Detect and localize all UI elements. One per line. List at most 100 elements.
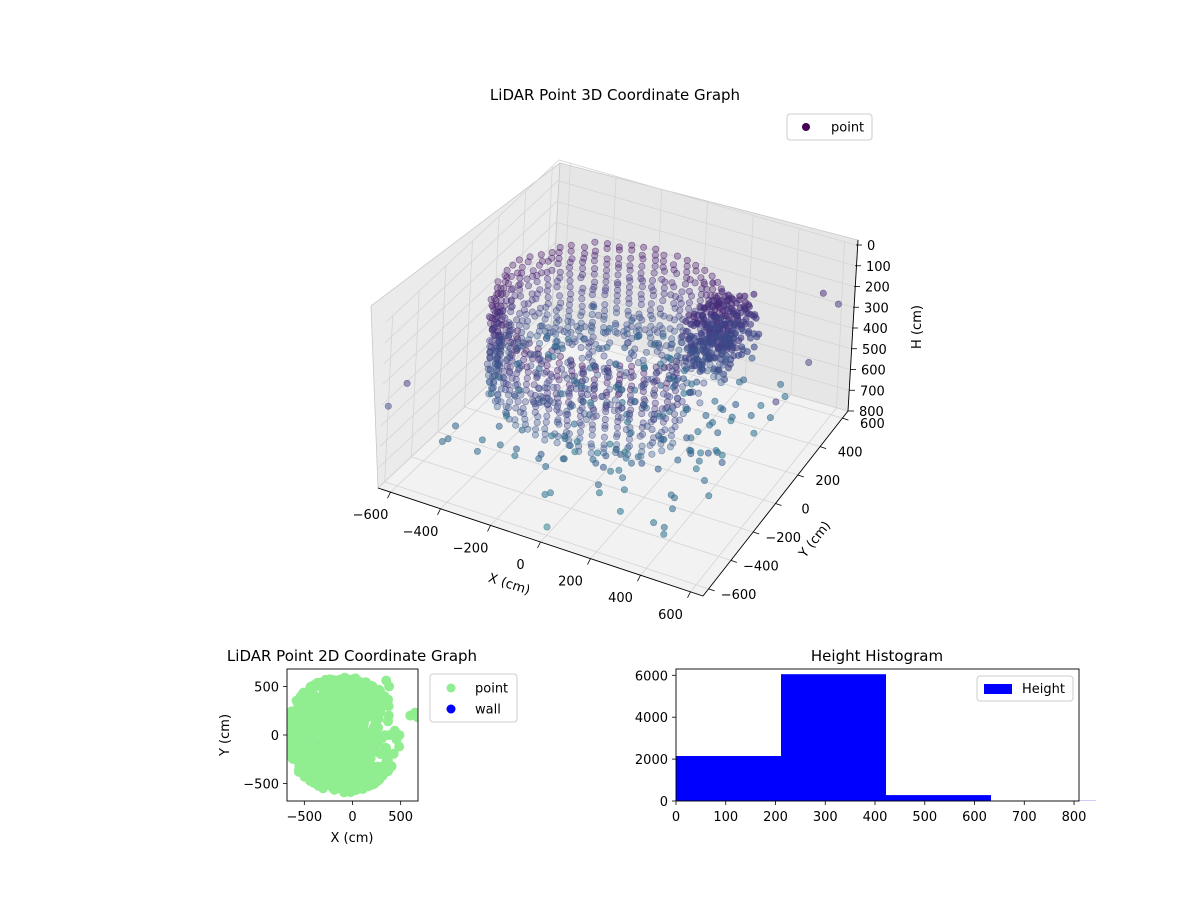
point-2d xyxy=(381,697,391,708)
grid-line-h xyxy=(384,180,856,344)
z-axis-label-3d: H (cm) xyxy=(910,305,925,349)
point-3d xyxy=(638,283,646,291)
z-tick-label-3d: 700 xyxy=(860,384,885,399)
point-3d xyxy=(577,324,585,332)
point-2d xyxy=(330,675,341,686)
point-3d xyxy=(755,330,763,338)
point-3d xyxy=(524,300,532,308)
point-3d xyxy=(697,449,705,457)
point-3d xyxy=(567,247,575,255)
point-3d xyxy=(766,414,774,422)
histogram-title: Height Histogram xyxy=(811,647,943,665)
point-3d xyxy=(585,411,593,419)
point-3d xyxy=(638,410,646,418)
point-2d xyxy=(298,687,309,698)
point-3d xyxy=(680,367,688,375)
x-tick-label-2d: 500 xyxy=(388,810,413,825)
point-3d xyxy=(606,324,614,332)
point-3d xyxy=(709,297,717,305)
point-3d xyxy=(576,406,584,414)
point-2d xyxy=(350,712,361,723)
point-3d xyxy=(613,430,621,438)
point-3d xyxy=(646,334,654,342)
point-3d xyxy=(670,327,678,335)
point-3d xyxy=(709,285,717,293)
point-3d xyxy=(628,246,636,254)
point-3d xyxy=(696,303,704,311)
point-3d xyxy=(588,310,596,318)
point-3d xyxy=(578,295,586,303)
point-3d xyxy=(504,332,512,340)
point-3d xyxy=(486,365,494,373)
point-3d xyxy=(605,373,613,381)
point-3d xyxy=(600,352,608,360)
point-3d xyxy=(687,434,695,442)
point-3d xyxy=(714,429,722,437)
point-3d xyxy=(577,274,585,282)
point-3d xyxy=(616,365,624,373)
x-tick-label-3d: −600 xyxy=(353,508,389,523)
grid-line-h xyxy=(382,221,854,385)
point-3d xyxy=(563,422,571,430)
point-3d xyxy=(718,458,726,466)
point-3d xyxy=(732,299,740,307)
point-3d xyxy=(625,299,633,307)
point-3d xyxy=(561,435,569,443)
point-3d xyxy=(637,269,645,277)
point-3d xyxy=(601,415,609,423)
histogram-bar xyxy=(676,756,781,801)
point-3d xyxy=(669,383,677,391)
point-3d xyxy=(667,432,675,440)
point-3d xyxy=(659,418,667,426)
point-3d xyxy=(591,252,599,260)
point-3d xyxy=(555,249,563,257)
point-3d xyxy=(556,268,564,276)
point-3d xyxy=(658,447,666,455)
x-tick-3d xyxy=(537,541,541,549)
point-3d xyxy=(606,440,614,448)
point-3d xyxy=(702,338,710,346)
point-3d xyxy=(542,462,550,470)
point-3d xyxy=(556,274,564,282)
point-3d xyxy=(502,412,510,420)
point-3d xyxy=(700,379,708,387)
legend-3d-marker xyxy=(802,123,810,131)
point-3d xyxy=(543,361,551,369)
point-2d xyxy=(301,759,312,770)
z-tick-label-3d: 100 xyxy=(866,260,891,275)
point-3d xyxy=(600,315,608,323)
chart-3d: LiDAR Point 3D Coordinate Graph −600 −400… xyxy=(353,86,925,623)
point-3d xyxy=(587,398,595,406)
point-3d xyxy=(497,398,505,406)
point-3d xyxy=(668,361,676,369)
point-2d xyxy=(381,675,392,686)
point-3d xyxy=(603,240,611,248)
point-3d xyxy=(537,251,545,259)
point-3d xyxy=(682,406,690,414)
point-3d xyxy=(504,391,512,399)
point-3d xyxy=(487,390,495,398)
point-3d xyxy=(583,390,591,398)
y-tick-label-2d: 0 xyxy=(271,729,279,744)
point-3d xyxy=(512,404,520,412)
point-3d xyxy=(648,425,656,433)
point-3d xyxy=(683,345,691,353)
point-3d xyxy=(729,333,737,341)
point-3d xyxy=(666,393,674,401)
point-3d xyxy=(602,272,610,280)
point-3d xyxy=(550,399,558,407)
point-2d xyxy=(300,722,311,733)
point-3d xyxy=(607,467,615,475)
point-3d xyxy=(531,351,539,359)
point-3d xyxy=(681,280,689,288)
point-3d xyxy=(697,290,705,298)
y-tick-3d xyxy=(797,474,804,478)
point-3d xyxy=(622,425,630,433)
point-2d xyxy=(383,764,393,775)
point-3d xyxy=(567,356,575,364)
point-3d xyxy=(690,310,698,318)
point-3d xyxy=(555,359,563,367)
point-3d xyxy=(483,360,491,368)
point-3d xyxy=(683,274,691,282)
point-3d xyxy=(613,279,621,287)
